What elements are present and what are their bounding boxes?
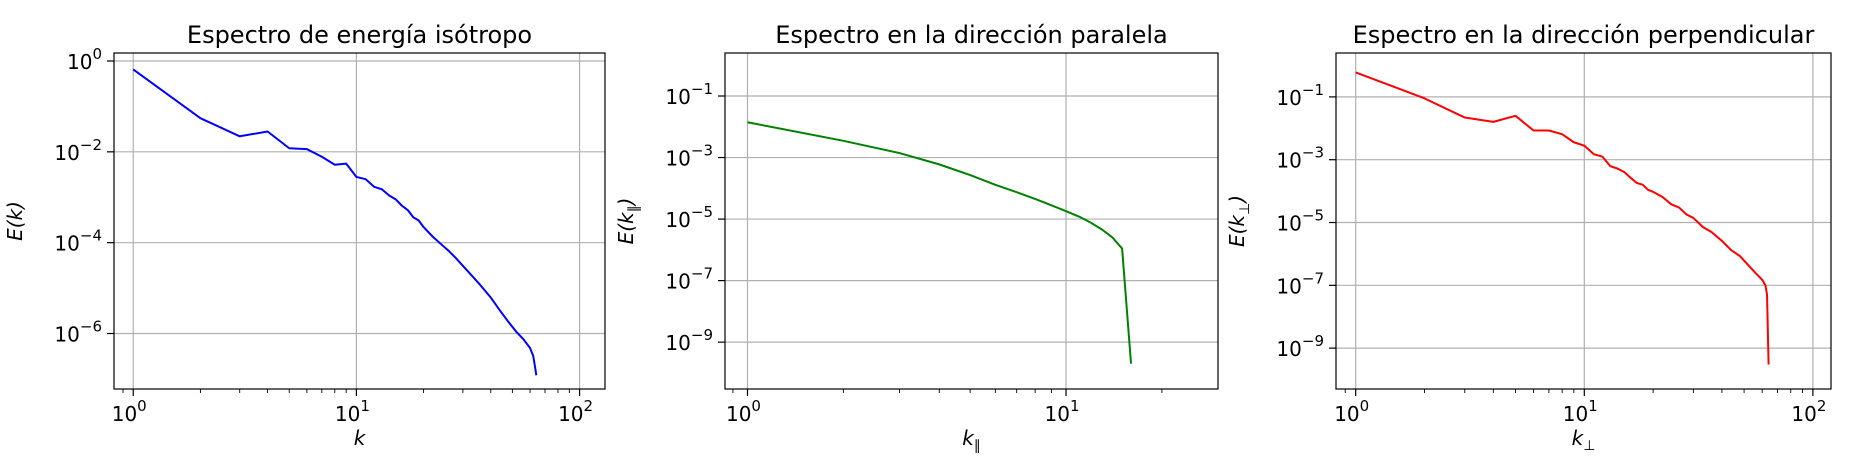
x-tick-label: 102 <box>558 397 593 426</box>
x-axis-label: k⊥ <box>1572 426 1596 454</box>
chart-panel-3: 100 101 102 10−9 10−7 10−5 10−3 10−1 Espectro en… <box>1225 21 1832 454</box>
y-tick-label: 10−3 <box>1276 144 1324 173</box>
x-tick-label: 101 <box>335 397 370 426</box>
plot-frame <box>1335 52 1832 390</box>
y-axis-label: E(k∥) <box>614 198 642 245</box>
series-line <box>132 68 538 376</box>
y-tick-label: 10−2 <box>54 136 102 165</box>
y-tick-label: 10−5 <box>665 203 713 232</box>
y-tick-label: 10−5 <box>1276 207 1324 236</box>
y-tick-label: 10−1 <box>665 80 713 109</box>
y-tick-label: 10−3 <box>665 142 713 171</box>
y-axis-label: E(k⊥) <box>1225 195 1253 247</box>
y-axis-label: E(k) <box>3 201 27 241</box>
chart-title: Espectro de energía isótropo <box>187 21 532 49</box>
y-tick-label: 10−7 <box>665 265 713 294</box>
y-tick-label: 10−7 <box>1276 269 1324 298</box>
y-tick-label: 10−9 <box>665 326 713 355</box>
x-tick-label: 100 <box>1334 397 1369 426</box>
x-axis-label: k∥ <box>962 426 981 454</box>
plot-frame <box>113 52 606 390</box>
y-tick-label: 10−4 <box>54 227 102 256</box>
y-tick-label: 10−1 <box>1276 81 1324 110</box>
x-axis-label: k <box>354 426 367 450</box>
chart-panel-1: 100 101 102 10−6 10−4 10−2 100 Espectro de ener… <box>3 21 606 450</box>
chart-title: Espectro en la dirección perpendicular <box>1353 21 1815 49</box>
x-tick-label: 102 <box>1791 397 1826 426</box>
y-tick-label: 10−6 <box>54 318 102 347</box>
y-tick-label: 100 <box>67 45 102 74</box>
series-line <box>747 121 1133 364</box>
chart-title: Espectro en la dirección paralela <box>775 21 1167 49</box>
x-tick-label: 100 <box>112 397 147 426</box>
series-line <box>1355 71 1770 365</box>
plot-frame <box>724 52 1219 390</box>
x-tick-label: 101 <box>1563 397 1598 426</box>
x-tick-label: 101 <box>1045 397 1080 426</box>
chart-panel-2: 100 101 10−9 10−7 10−5 10−3 10−1 Espectro en la… <box>614 21 1219 454</box>
y-tick-label: 10−9 <box>1276 332 1324 361</box>
x-tick-label: 100 <box>726 397 761 426</box>
